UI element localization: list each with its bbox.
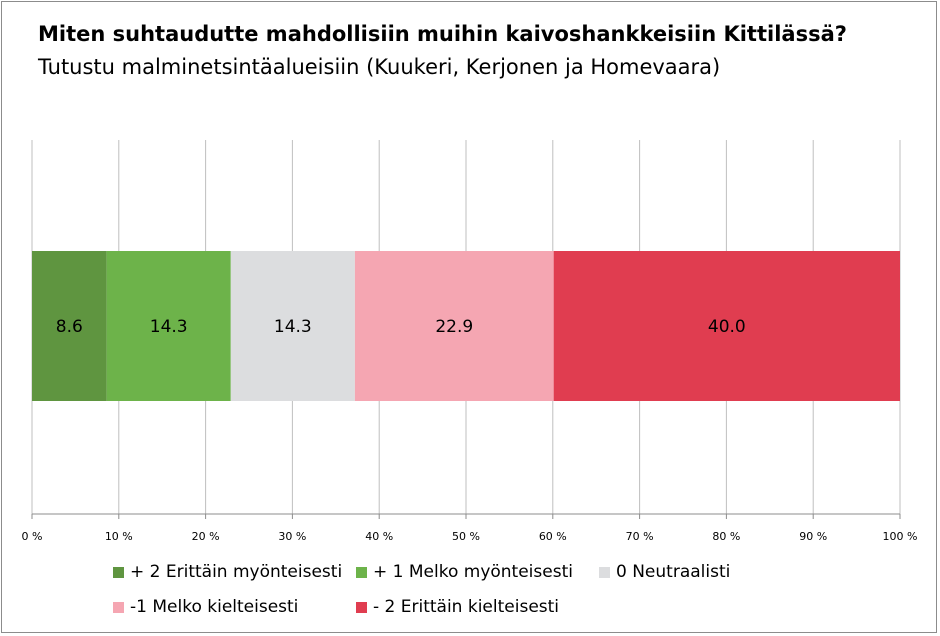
chart-title: Miten suhtaudutte mahdollisiin muihin ka… (38, 18, 858, 84)
x-tick-label: 40 % (365, 530, 393, 543)
x-tick-label: 60 % (539, 530, 567, 543)
chart-title-rest: Tutustu malminetsintäalueisiin (Kuukeri,… (38, 55, 721, 79)
bar-segment (553, 251, 900, 401)
bar-segment (230, 251, 355, 401)
chart-title-bold: Miten suhtaudutte mahdollisiin muihin ka… (38, 22, 847, 46)
x-tick-label: 50 % (452, 530, 480, 543)
data-label: 8.6 (56, 317, 83, 337)
data-label: 22.9 (435, 317, 473, 337)
bar-segment (354, 251, 554, 401)
x-tick-label: 0 % (22, 530, 43, 543)
data-label: 14.3 (150, 317, 188, 337)
bar-segment (32, 251, 107, 401)
x-tick-label: 10 % (105, 530, 133, 543)
x-tick-label: 100 % (883, 530, 918, 543)
x-tick-label: 30 % (278, 530, 306, 543)
data-label: 14.3 (274, 317, 312, 337)
x-tick-label: 90 % (799, 530, 827, 543)
data-label: 40.0 (708, 317, 746, 337)
x-tick-label: 80 % (712, 530, 740, 543)
x-tick-label: 20 % (192, 530, 220, 543)
x-tick-label: 70 % (626, 530, 654, 543)
bar-segment (106, 251, 231, 401)
